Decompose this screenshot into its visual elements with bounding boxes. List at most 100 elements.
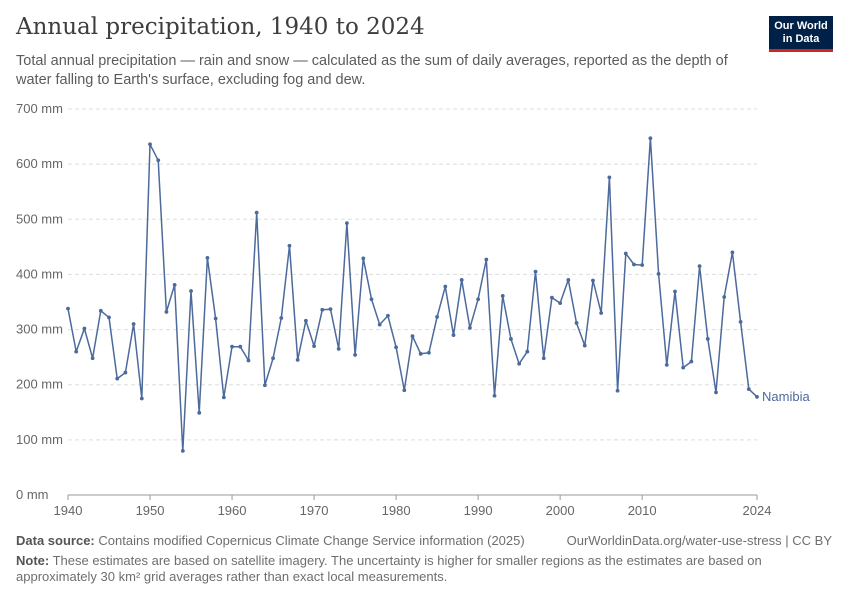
x-tick-label: 1940 — [54, 503, 83, 518]
data-point — [361, 256, 366, 261]
data-point — [385, 313, 390, 318]
data-point — [131, 322, 136, 326]
data-point — [640, 263, 645, 267]
logo-line-2: in Data — [782, 32, 820, 45]
data-point — [402, 388, 407, 393]
data-point — [492, 393, 497, 398]
data-source-text: Contains modified Copernicus Climate Cha… — [98, 533, 525, 548]
data-source-label: Data source: — [16, 533, 95, 548]
data-point — [517, 361, 522, 366]
data-point — [295, 358, 300, 362]
y-tick-label: 100 mm — [16, 432, 63, 447]
note-text: These estimates are based on satellite i… — [16, 553, 762, 584]
logo-line-1: Our World — [774, 20, 828, 32]
data-point — [344, 221, 349, 226]
data-point — [476, 297, 481, 302]
data-point — [673, 289, 677, 294]
data-point — [623, 251, 628, 256]
data-point — [755, 394, 759, 399]
owid-logo[interactable]: Our World in Data — [769, 16, 833, 52]
data-point — [66, 306, 70, 311]
data-point — [115, 376, 120, 381]
data-point — [90, 356, 95, 361]
data-point — [377, 322, 382, 327]
data-point — [74, 349, 79, 354]
data-point — [632, 262, 636, 267]
data-point — [312, 344, 316, 349]
data-point — [574, 321, 579, 325]
data-point — [353, 353, 357, 357]
data-point — [615, 388, 620, 393]
data-point — [418, 351, 423, 356]
data-point — [738, 319, 743, 324]
data-point — [172, 283, 177, 287]
x-tick-label: 2010 — [628, 503, 657, 518]
y-tick-label: 0 mm — [16, 487, 49, 502]
series-label: Namibia — [762, 389, 810, 404]
data-point — [607, 175, 612, 180]
data-point — [746, 387, 751, 392]
data-point — [541, 356, 546, 361]
data-point — [484, 257, 489, 262]
data-point — [722, 295, 727, 299]
data-point — [320, 307, 325, 312]
data-point — [730, 250, 735, 255]
series-namibia: Namibia — [66, 136, 810, 453]
note-label: Note: — [16, 553, 50, 568]
data-point — [582, 343, 587, 348]
data-point — [189, 289, 193, 293]
data-point — [180, 448, 185, 453]
data-point — [591, 278, 595, 283]
data-point — [197, 410, 202, 415]
data-point — [262, 383, 267, 388]
data-point — [336, 346, 341, 351]
data-point — [164, 310, 169, 314]
data-point — [550, 295, 554, 300]
x-tick-label: 1950 — [136, 503, 165, 518]
data-source: Data source: Contains modified Copernicu… — [16, 533, 525, 548]
data-point — [156, 158, 161, 163]
data-point — [468, 326, 472, 330]
x-tick-label: 2000 — [546, 503, 575, 518]
data-point — [254, 210, 259, 215]
data-point — [369, 297, 374, 302]
x-tick-label: 1970 — [300, 503, 329, 518]
chart-subtitle: Total annual precipitation — rain and sn… — [16, 53, 728, 88]
data-point — [459, 278, 464, 282]
data-point — [123, 370, 128, 375]
data-point — [435, 314, 440, 319]
data-point — [714, 390, 718, 395]
y-tick-label: 700 mm — [16, 101, 63, 116]
data-point — [221, 395, 226, 400]
data-point — [509, 337, 513, 341]
data-point — [558, 301, 563, 306]
data-point — [107, 315, 111, 320]
data-point — [533, 269, 538, 274]
y-tick-label: 200 mm — [16, 377, 63, 392]
data-point — [443, 284, 448, 289]
data-point — [328, 307, 333, 312]
data-point — [287, 243, 292, 248]
data-point — [451, 333, 456, 337]
data-point — [279, 316, 284, 320]
x-tick-label: 2024 — [743, 503, 772, 518]
x-axis: 1940 1950 1960 1970 1980 1990 2000 2010 2024 — [54, 494, 772, 518]
data-point — [205, 255, 210, 260]
data-point — [599, 311, 604, 315]
license-link[interactable]: OurWorldinData.org/water-use-stress | CC… — [566, 533, 832, 548]
data-point — [664, 362, 669, 367]
y-tick-label: 300 mm — [16, 322, 63, 337]
data-point — [230, 344, 234, 349]
data-point — [648, 136, 653, 141]
data-point — [213, 316, 218, 321]
data-point — [139, 396, 144, 401]
data-point — [303, 318, 308, 323]
data-point — [681, 365, 686, 370]
data-point — [148, 142, 152, 147]
data-point — [427, 350, 431, 355]
gridlines — [68, 108, 757, 441]
data-point — [394, 345, 398, 350]
y-tick-label: 400 mm — [16, 266, 63, 281]
data-point — [697, 264, 702, 269]
data-point — [705, 337, 710, 341]
